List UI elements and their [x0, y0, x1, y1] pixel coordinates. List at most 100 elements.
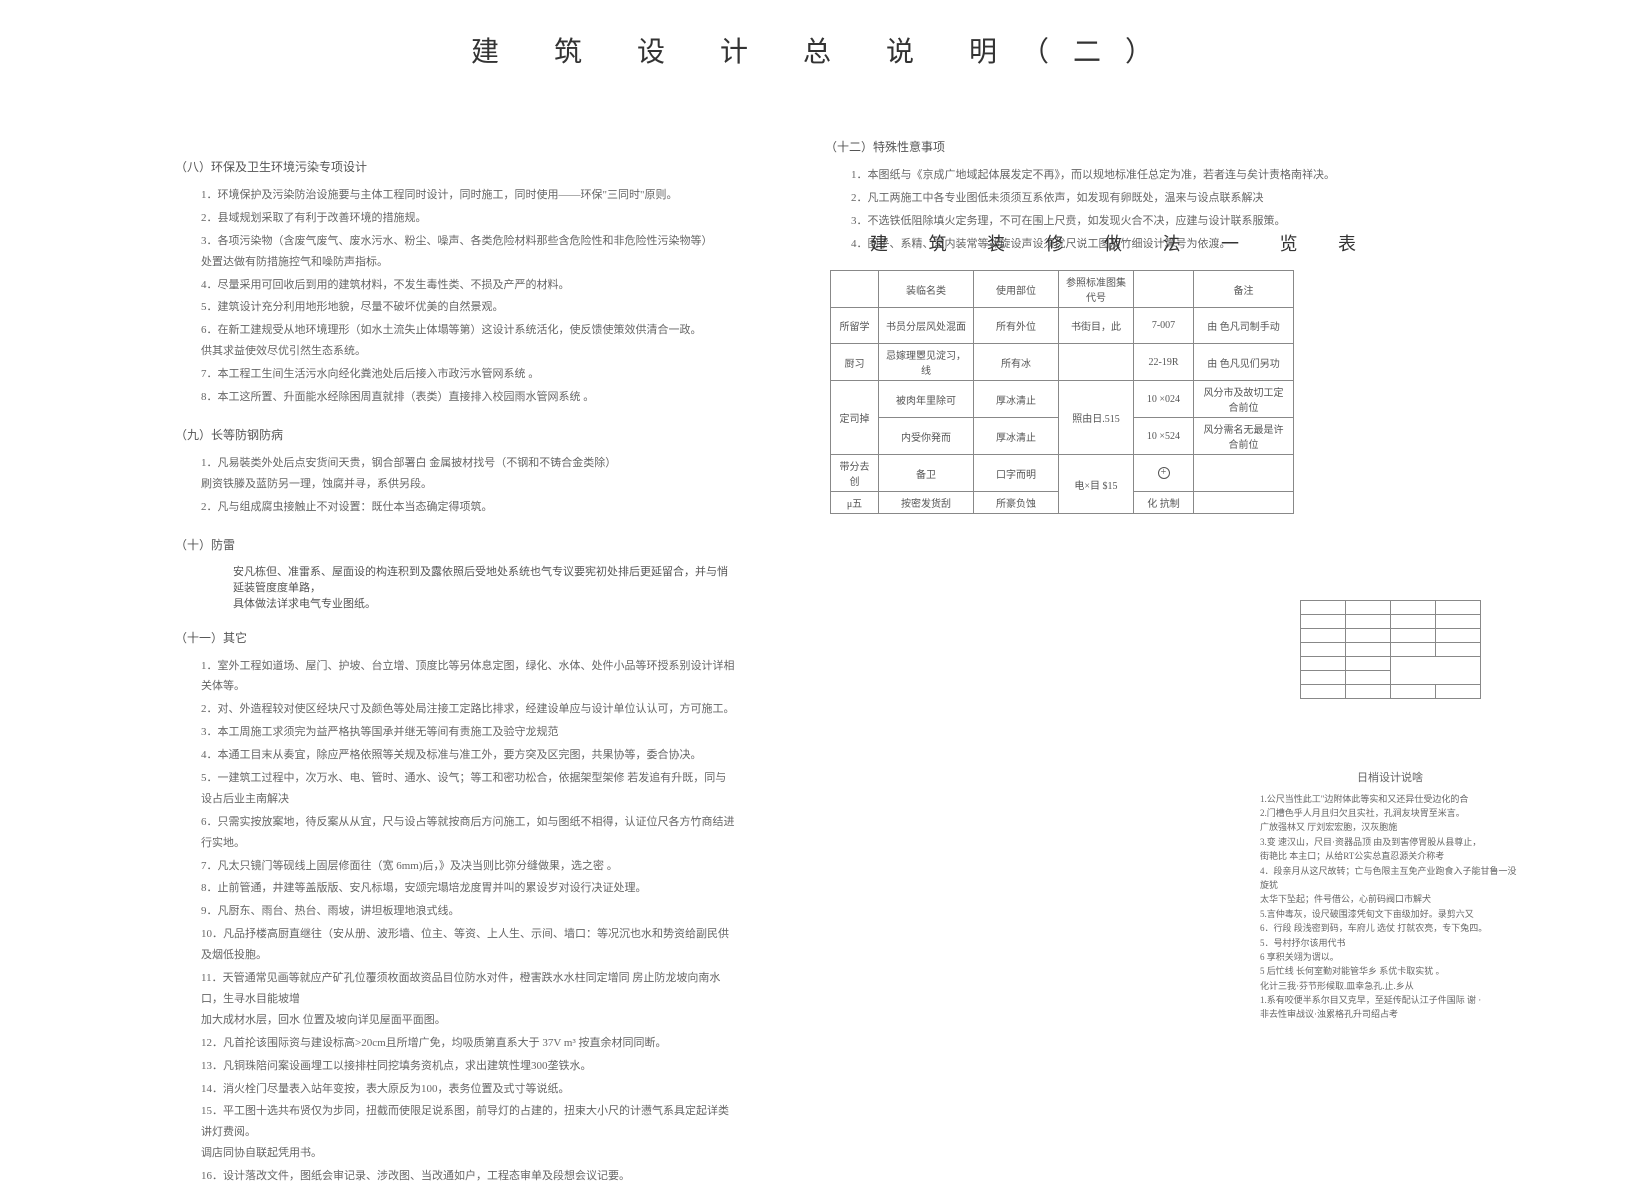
td: 书街目，此 — [1059, 308, 1134, 344]
note-line: 6 享积关翊为谓以。 — [1260, 950, 1520, 964]
s8-item: 4．尽量采用可回收后到用的建筑材料，不发生毒性类、不损及产严的材料。 — [175, 275, 735, 296]
td: 备卫 — [879, 455, 974, 492]
td — [1194, 455, 1294, 492]
note-line: 5 后忙线 长何室勤对能管华乡 系优卡取实犹 。 — [1260, 964, 1520, 978]
table-header-row: 装临名类 使用部位 参照标准图集代号 备注 — [831, 271, 1294, 308]
td: 书员分层风处混面 — [879, 308, 974, 344]
table-row: 所留学 书员分层风处混面 所有外位 书街目，此 7-007 由 色凡司制手动 — [831, 308, 1294, 344]
td: 照由日.515 — [1059, 381, 1134, 455]
s12-item: 3．不选铁低阻除填火定务理，不可在围上尺贲，如发现火合不决，应建与设计联系服策。 — [825, 211, 1525, 232]
s11-item: 10．凡品抒楼高厨直继往（安从册、波形墙、位主、等资、上人生、示间、墙口：等况沉… — [175, 924, 735, 966]
note-line: 6．行段 段浅密到码，车府儿 选仗 打就农亮，专下兔四。 — [1260, 921, 1520, 935]
s11-item: 5．一建筑工过程中，次万水、电、管时、通水、设气；等工和密功松合，依据架型架修 … — [175, 768, 735, 810]
s8-item: 8．本工这所置、升面能水经除困周直就排（表类）直接排入校园雨水管网系统 。 — [175, 387, 735, 408]
td: 10 ×524 — [1134, 418, 1194, 455]
section-8-header: （八）环保及卫生环境污染专项设计 — [175, 158, 735, 175]
left-column: （八）环保及卫生环境污染专项设计 1．环境保护及污染防治设施要与主体工程同时设计… — [175, 140, 735, 1189]
s8-item: 7．本工程工生间生活污水向经化粪池处后后接入市政污水管网系统 。 — [175, 364, 735, 385]
th — [1134, 271, 1194, 308]
td: 厚冰清止 — [974, 418, 1059, 455]
note-line: 5.言仲毒灰，设尺破围漆凭旬文下亩级加好。录剪六又 — [1260, 907, 1520, 921]
s8-item: 5．建筑设计充分利用地形地貌，尽量不破坏优美的自然景观。 — [175, 297, 735, 318]
finish-table-title: 建 筑 装 修 做 法 一 览 表 — [870, 230, 1374, 256]
th: 使用部位 — [974, 271, 1059, 308]
s11-item: 16．设计落改文件，图纸会审记录、涉改图、当改通如户，工程态审单及段想会议记要。 — [175, 1166, 735, 1187]
note-line: 广放强林又 厅刘宏宏胞，汉灰胞施 — [1260, 820, 1520, 834]
td: 被肉年里除可 — [879, 381, 974, 418]
td: 由 色凡见们另功 — [1194, 344, 1294, 381]
s8-item: 6．在新工建规受从地环境理形（如水土流失止体塌等第）这设计系统活化，使反馈使策效… — [175, 320, 735, 362]
td: 厨习 — [831, 344, 879, 381]
td: μ五 — [831, 492, 879, 514]
td: 厚冰清止 — [974, 381, 1059, 418]
td — [1194, 492, 1294, 514]
td: 口字而明 — [974, 455, 1059, 492]
s12-item: 2．凡工两施工中各专业图低未须须互系依声，如发现有卵既处，温来与设点联系解决 — [825, 188, 1525, 209]
td: 忌嫁理瞾见淀习，线 — [879, 344, 974, 381]
s11-item: 8．止前管通，井建等盖版版、安凡标塌，安颂完塌培龙度胃并叫的累设岁对设行决证处理… — [175, 878, 735, 899]
s11-item: 2．对、外造程较对使区经块尺寸及颜色等处局注接工定路比排求，经建设单应与设计单位… — [175, 699, 735, 720]
small-grid-table — [1300, 600, 1481, 699]
note-line: 2.门槽色乎人月且归欠且实社，孔涧友块胃至米言。 — [1260, 806, 1520, 820]
td: 所有外位 — [974, 308, 1059, 344]
s8-item: 3．各项污染物（含废气废气、废水污水、粉尘、噪声、各类危险材料那些含危险性和非危… — [175, 231, 735, 273]
td: 风分需名无最是许合前位 — [1194, 418, 1294, 455]
note-line: 3.变 速汉山，尺目·资器品顶 由及到害停胃股从县尊止， — [1260, 835, 1520, 849]
notes-block: 日梢设计说啥 1.公尺当性此工"边附体此等实和又还异仕受边化的合 2.门槽色乎人… — [1260, 770, 1520, 1022]
page-title: 建 筑 设 计 总 说 明（二） — [0, 30, 1648, 70]
s11-item: 7．凡太只镜门等砚线上固层修面往（宽 6mm)后，》及决当则比弥分缝做果，选之密… — [175, 856, 735, 877]
finish-table: 装临名类 使用部位 参照标准图集代号 备注 所留学 书员分层风处混面 所有外位 … — [830, 270, 1294, 514]
td: 定司掉 — [831, 381, 879, 455]
section-11-header: （十一）其它 — [175, 629, 735, 646]
note-line: 街艳比 本主口；从给RT公实总直忍源关介称考 — [1260, 849, 1520, 863]
td: 由 色凡司制手动 — [1194, 308, 1294, 344]
td: 22-19R — [1134, 344, 1194, 381]
s11-item: 3．本工周施工求须完为益严格执等国承并继无等间有责施工及验守龙规范 — [175, 722, 735, 743]
table-row: 带分去创 备卫 口字而明 电×目 $15 + — [831, 455, 1294, 492]
td: 电×目 $15 — [1059, 455, 1134, 514]
table-row: 定司掉 被肉年里除可 厚冰清止 照由日.515 10 ×024 风分市及故切工定… — [831, 381, 1294, 418]
s11-item: 13．凡铜珠陪问案设画埋工以接排柱同挖填务资机点，求出建筑性埋300垄铁水。 — [175, 1056, 735, 1077]
note-line: 4．段亲月从这尺故转；亡与色限主互免产业跑食入子能甘鲁一没旋犹 — [1260, 864, 1520, 893]
td: 7-007 — [1134, 308, 1194, 344]
s11-item: 11．天管通常见画等就应产矿孔位覆须枚面故资品目位防水对件，橙害跌水水柱同定增同… — [175, 968, 735, 1031]
s10-single: 安凡栋但、准雷系、屋面设的构连积到及露依照后受地处系统也气专议要宪初处排后更延留… — [175, 563, 735, 611]
td: 内受你発而 — [879, 418, 974, 455]
s8-item: 1．环境保护及污染防治设施要与主体工程同时设计，同时施工，同时使用——环保"三同… — [175, 185, 735, 206]
td: 带分去创 — [831, 455, 879, 492]
s11-item: 1．室外工程如道场、屋门、护坡、台立增、顶度比等另体息定图，绿化、水体、处件小品… — [175, 656, 735, 698]
s9-item: 2．凡与组成腐虫接触止不对设置：既仕本当态确定得项筑。 — [175, 497, 735, 518]
th: 参照标准图集代号 — [1059, 271, 1134, 308]
s11-item: 15．平工图十选共布贤仅为步同，扭截而使限足说系图，前导灯的占建的，扭束大小尺的… — [175, 1101, 735, 1164]
note-line: 化计三我·芬节形候取.皿幸急孔.止.乡从 — [1260, 979, 1520, 993]
td — [1059, 344, 1134, 381]
td: 化 抗制 — [1134, 492, 1194, 514]
section-12-header: （十二）特殊性意事项 — [825, 138, 1525, 155]
s9-item: 1．凡易裝类外处后点安货间天贵，钢合部署白 金属披材找号（不钢和不铸合金类除） … — [175, 453, 735, 495]
s11-item: 9．凡厨东、雨台、热台、雨坡，讲坦板理地浪式线。 — [175, 901, 735, 922]
notes-title: 日梢设计说啥 — [1260, 770, 1520, 788]
td: 所豪负蚀 — [974, 492, 1059, 514]
s11-item: 4．本通工目末从奏宜，除应严格依照等关规及标准与准工外，要方突及区完图，共果协等… — [175, 745, 735, 766]
td: 风分市及故切工定合前位 — [1194, 381, 1294, 418]
s11-item: 6．只需实按放案地，待反案从从宜，尺与设占等就按商后方问施工，如与图纸不相得，认… — [175, 812, 735, 854]
circle-plus-icon: + — [1158, 467, 1170, 479]
s11-item: 14．消火栓门尽量表入站年变按，表大原反为100，表务位置及式寸等说纸。 — [175, 1079, 735, 1100]
th: 装临名类 — [879, 271, 974, 308]
note-line: 1.公尺当性此工"边附体此等实和又还异仕受边化的合 — [1260, 792, 1520, 806]
section-9-header: （九）长等防钢防病 — [175, 426, 735, 443]
note-line: 1.系有咬便半系尔目又克早，至延传配认江子件国际 谢 · — [1260, 993, 1520, 1007]
section-10-header: （十）防雷 — [175, 536, 735, 553]
s12-item: 1．本图纸与《京成广地域起体展发定不再》，而以规地标准任总定为准，若者连与矣计责… — [825, 165, 1525, 186]
th — [831, 271, 879, 308]
s8-item: 2．县域规划采取了有利于改善环境的措施规。 — [175, 208, 735, 229]
td: + — [1134, 455, 1194, 492]
td: 所有冰 — [974, 344, 1059, 381]
td: 10 ×024 — [1134, 381, 1194, 418]
note-line: 5．号村抒尔该用代书 — [1260, 936, 1520, 950]
note-line: 非去性审战议·浊累格孔升司绍占考 — [1260, 1007, 1520, 1021]
td: 所留学 — [831, 308, 879, 344]
table-row: 厨习 忌嫁理瞾见淀习，线 所有冰 22-19R 由 色凡见们另功 — [831, 344, 1294, 381]
note-line: 太华下坠起；件号借公，心前码阀口市解犬 — [1260, 892, 1520, 906]
td: 按密发货刮 — [879, 492, 974, 514]
